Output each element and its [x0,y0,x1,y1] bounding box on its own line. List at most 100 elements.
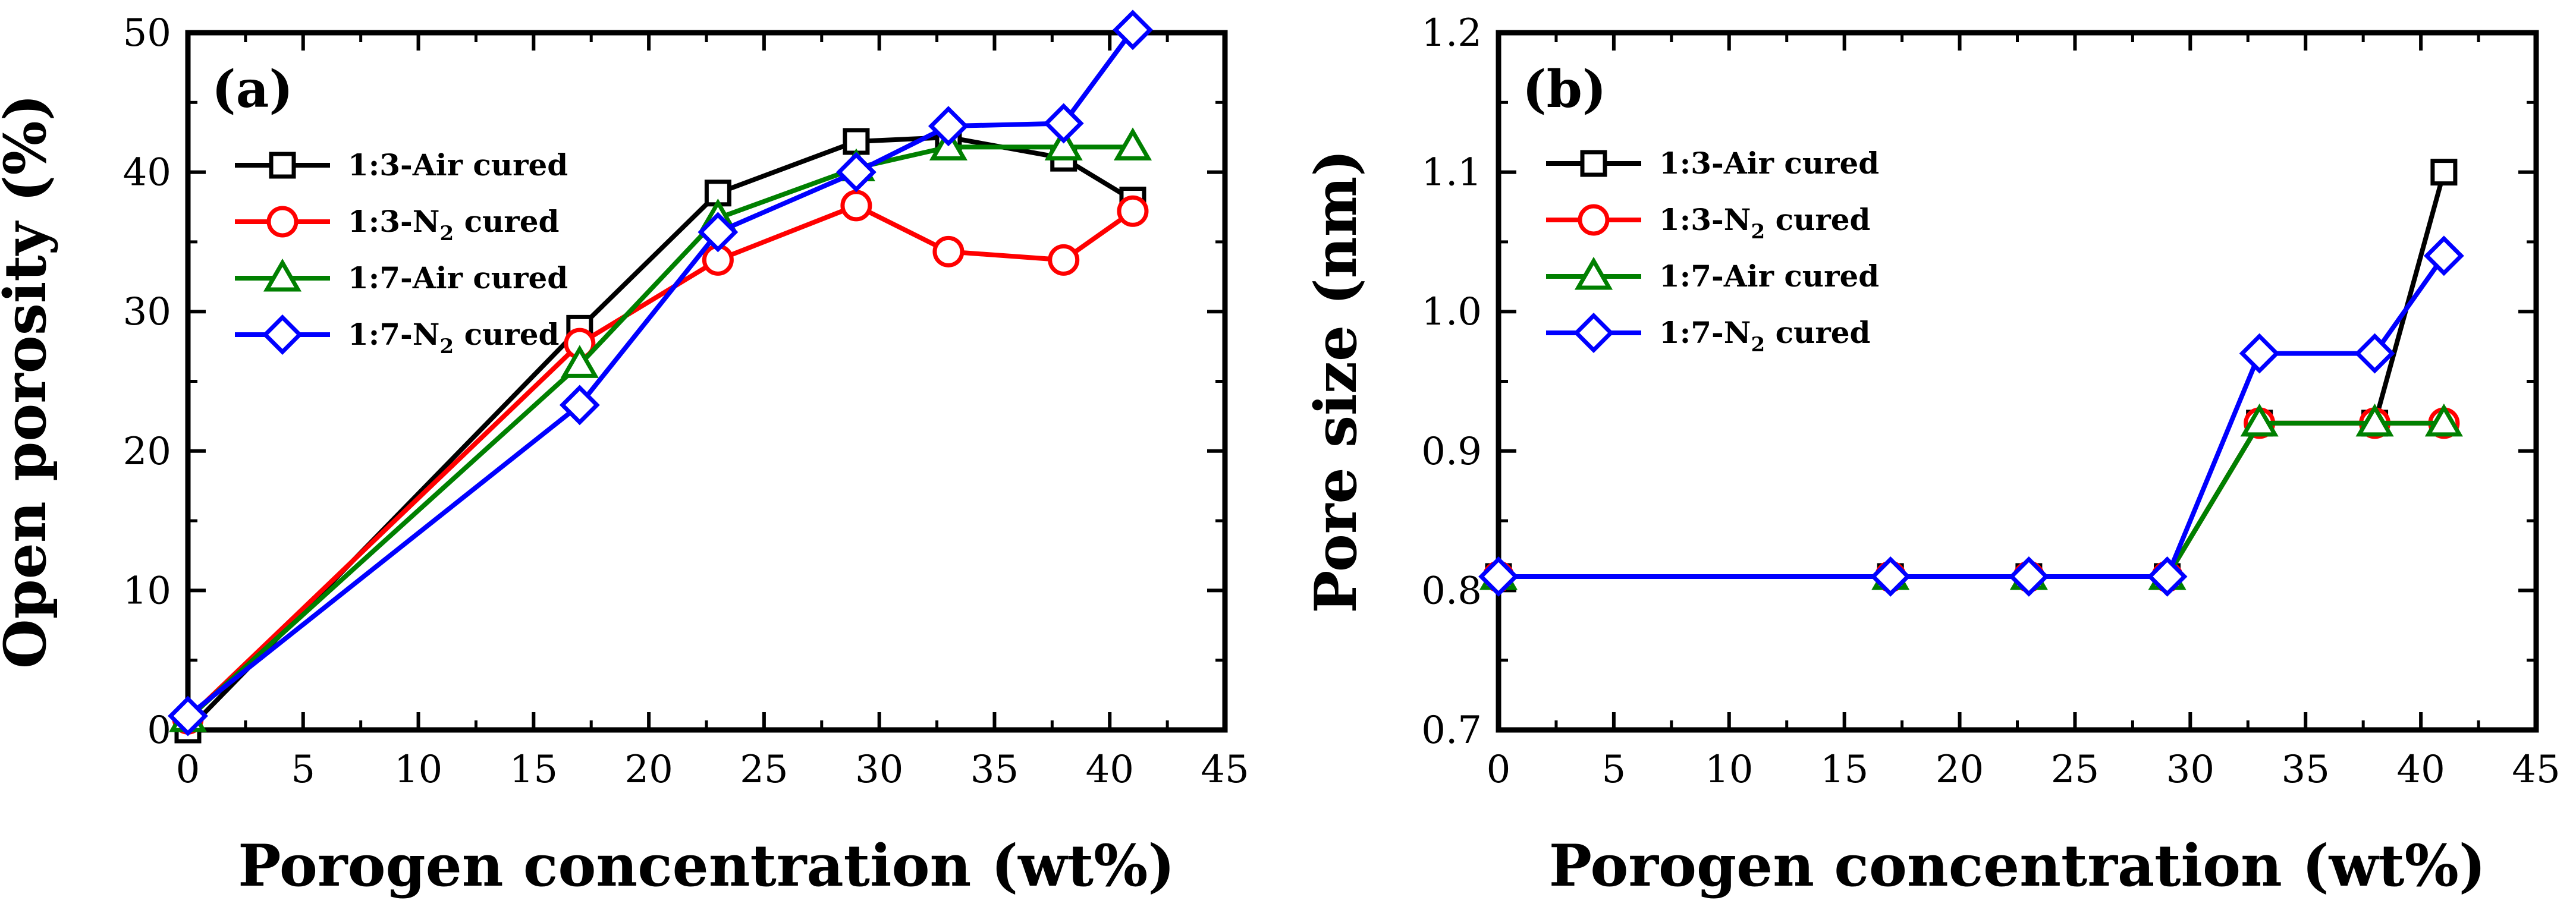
legend-item: 1:7-Air cured [235,259,568,295]
legend-item: 1:7-N2 cured [1546,313,1871,357]
data-point [2430,159,2458,186]
data-point [559,385,600,426]
y-tick-label: 10 [123,569,171,613]
legend-marker [1580,150,1607,177]
legend-item: 1:7-Air cured [1546,257,1879,294]
legend-label: 1:7-Air cured [348,260,568,295]
y-tick-label: 0.8 [1421,569,1482,613]
data-point [928,106,969,147]
data-point [835,152,877,193]
x-tick-label: 40 [1086,748,1134,792]
x-tick-label: 5 [1602,748,1626,792]
series-square-0 [1485,159,2458,590]
data-point [2423,235,2464,276]
x-tick-label: 40 [2396,748,2445,792]
legend-item: 1:3-N2 cured [235,204,560,245]
x-tick-label: 20 [1936,748,1984,792]
data-point [1113,10,1153,51]
data-point [2355,403,2394,437]
x-tick-label: 45 [2512,748,2560,792]
y-tick-label: 0.7 [1421,709,1482,753]
x-tick-label: 30 [2166,748,2214,792]
panel-label: (a) [212,59,293,119]
x-tick-label: 35 [2282,748,2330,792]
series-circle-1 [172,190,1149,735]
data-point [698,212,739,253]
data-point [1043,103,1084,144]
y-tick-label: 0.9 [1421,430,1482,474]
data-point [2239,333,2280,374]
data-point [2354,333,2395,374]
legend-label: 1:3-Air cured [348,147,568,182]
legend-marker [269,152,296,179]
panel-a-open-porosity-chart: 0 5 10 15 20 25 30 35 40 45 0 10 20 30 40 50 Porogen con… [0,10,1249,899]
legend: 1:3-Air cured 1:3-N2 cured 1:7-Air cured 1:… [1546,146,1879,357]
series-circle-1 [1482,407,2460,593]
x-tick-label: 20 [624,748,673,792]
x-tick-label: 25 [2051,748,2099,792]
legend-marker [266,206,299,238]
y-axis-title: Open porosity (%) [0,94,59,669]
x-tick-label: 25 [740,748,788,792]
x-tick-label: 0 [1487,748,1511,792]
series-line [1499,420,2444,579]
x-tick-label: 10 [394,748,442,792]
x-tick-label: 15 [510,748,558,792]
legend-marker [1574,257,1613,290]
legend-item: 1:3-Air cured [1546,146,1879,181]
y-tick-label: 20 [123,430,171,474]
data-point [1870,556,1911,597]
y-tick-label: 30 [123,290,171,334]
y-tick-label: 50 [123,11,171,55]
data-point [2008,556,2049,597]
y-tick-label: 1.2 [1421,11,1482,55]
data-point [1117,195,1149,227]
legend-label: 1:3-Air cured [1659,146,1879,181]
x-tick-label: 5 [291,748,315,792]
series-diamond-3 [1478,235,2464,597]
x-tick-label: 10 [1705,748,1753,792]
legend-label: 1:7-N2 cured [1659,315,1871,357]
series-line [186,144,1133,721]
data-point [168,695,208,736]
series-diamond-3 [168,10,1153,736]
legend-item: 1:3-N2 cured [1546,202,1871,244]
legend-marker [1573,313,1614,353]
x-tick-label: 45 [1201,748,1249,792]
legend-marker [262,314,303,355]
data-point [2240,403,2279,437]
series-line [186,134,1135,732]
legend-label: 1:3-N2 cured [348,204,560,245]
legend-marker [263,259,302,292]
legend-label: 1:7-Air cured [1659,259,1879,294]
x-tick-label: 35 [970,748,1019,792]
y-tick-label: 1.0 [1421,290,1482,334]
data-point [1113,127,1152,160]
series-line [186,28,1135,718]
series-line [1499,420,2444,579]
data-point [2424,403,2463,437]
data-point [932,235,965,267]
data-point [840,190,872,222]
legend: 1:3-Air cured 1:3-N2 cured 1:7-Air cured 1:… [235,147,568,358]
series-line [1499,254,2446,579]
plot-frame [1496,30,2539,733]
y-axis-title: Pore size (nm) [1302,149,1369,613]
data-point [1044,127,1083,160]
data-point [560,345,599,378]
legend-item: 1:3-Air cured [235,147,568,182]
panel-b-pore-size-chart: 0 5 10 15 20 25 30 35 40 45 0.7 0.8 0.9 1.0 1.1 1.2 Poro… [1302,11,2561,899]
y-tick-label: 40 [123,151,171,195]
legend-label: 1:3-N2 cured [1659,202,1871,244]
x-tick-label: 30 [855,748,903,792]
series-line [1499,171,2446,579]
x-tick-label: 0 [176,748,200,792]
data-point [1478,556,1519,597]
series-triangle-2 [1479,403,2463,590]
legend-marker [1578,204,1610,236]
y-tick-label: 1.1 [1421,151,1482,195]
legend-label: 1:7-N2 cured [348,317,560,358]
panel-label: (b) [1522,59,1607,119]
legend-item: 1:7-N2 cured [235,314,560,358]
